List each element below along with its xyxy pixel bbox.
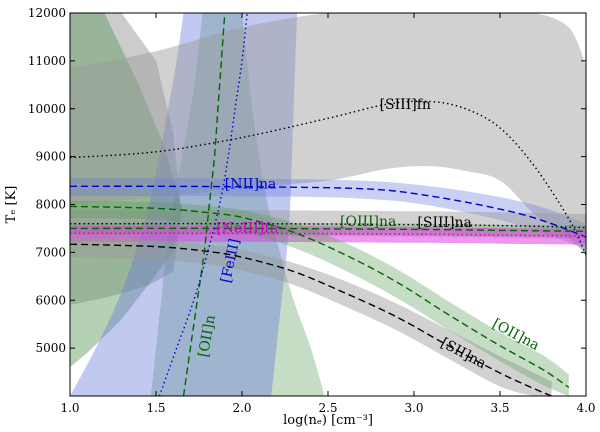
- y-tick-label: 8000: [35, 198, 66, 212]
- annotation-siii-na: [SIII]na: [417, 215, 471, 231]
- band-wedge-oii-n-wide: [70, 13, 182, 368]
- x-axis-label: log(nₑ) [cm⁻³]: [283, 413, 373, 428]
- uncertainty-bands: [70, 13, 586, 396]
- axis-ticks: 1.0 1.5 2.0 2.5 3.0 3.5 4.0 5000 6000 7000 8000 900…: [28, 6, 596, 415]
- annotation-oiii-na: [OIII]na: [340, 214, 396, 230]
- band-feiii: [70, 13, 297, 396]
- annotation-oii-n: [OII]n: [196, 314, 219, 359]
- line-siii-fn: [70, 100, 586, 256]
- band-siii-fn: [70, 13, 586, 255]
- annotation-nii-na: [NII]na: [225, 177, 277, 193]
- x-tick-label: 1.0: [60, 401, 79, 415]
- y-tick-label: 12000: [28, 6, 66, 20]
- x-tick-label: 2.5: [318, 401, 337, 415]
- band-oii-na: [70, 200, 569, 396]
- band-sii-na: [70, 238, 552, 396]
- band-oii-n: [150, 13, 325, 396]
- x-tick-label: 3.5: [490, 401, 509, 415]
- line-sii-na: [70, 243, 552, 396]
- band-nii-na: [70, 178, 586, 250]
- band-neiii-fn: [70, 225, 586, 245]
- y-axis-label: Tₑ [K]: [4, 186, 19, 224]
- annotation-siii-fn: [SIII]fn: [380, 97, 431, 113]
- line-oii-n: [182, 13, 226, 396]
- y-tick-label: 11000: [28, 54, 66, 68]
- y-tick-label: 7000: [35, 245, 66, 259]
- y-tick-label: 9000: [35, 150, 66, 164]
- x-tick-label: 3.0: [404, 401, 423, 415]
- y-tick-label: 10000: [28, 102, 66, 116]
- y-tick-label: 6000: [35, 293, 66, 307]
- x-tick-label: 2.0: [232, 401, 251, 415]
- y-tick-label: 5000: [35, 341, 66, 355]
- series-lines: [70, 13, 586, 396]
- annotation-neiii-fn: [NeIII]fn: [216, 220, 278, 236]
- x-tick-label: 4.0: [576, 401, 595, 415]
- x-tick-label: 1.5: [146, 401, 165, 415]
- line-oiii-na: [70, 227, 586, 232]
- line-oii-na: [70, 205, 570, 388]
- line-nii-na: [70, 185, 586, 238]
